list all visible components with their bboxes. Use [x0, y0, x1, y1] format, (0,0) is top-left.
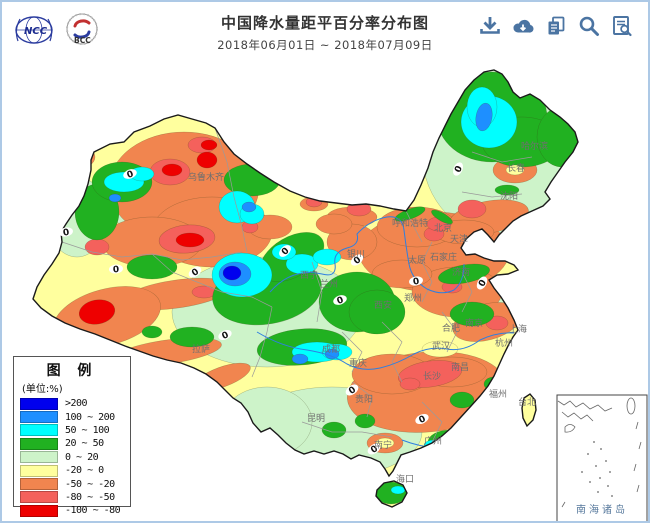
legend-row: 0 ~ 20: [20, 451, 130, 464]
legend-row: -100 ~ -80: [20, 504, 130, 517]
legend-swatch: [20, 397, 58, 410]
city-label: 合肥: [442, 322, 460, 334]
city-label: 济南: [452, 266, 470, 278]
legend-swatch: [20, 504, 58, 517]
cloud-download-icon[interactable]: [511, 14, 535, 38]
city-label: 上海: [509, 323, 527, 335]
legend-row: -20 ~ 0: [20, 464, 130, 477]
city-label: 成都: [322, 343, 340, 355]
city-label: 郑州: [404, 292, 422, 304]
city-label: 沈阳: [500, 190, 518, 202]
city-label: 石家庄: [430, 251, 457, 263]
svg-text:0: 0: [453, 165, 465, 175]
contour-zero-labels: 0 0 0 0 0 0 0 0 0 0 0 0 0 0: [59, 162, 489, 456]
city-label: 呼和浩特: [392, 217, 428, 229]
legend-row: -50 ~ -20: [20, 477, 130, 491]
svg-text:0: 0: [418, 414, 428, 426]
svg-text:0: 0: [190, 267, 201, 279]
city-label: 南京: [465, 317, 483, 329]
city-label: 台北: [518, 396, 536, 408]
svg-text:0: 0: [347, 385, 358, 397]
city-labels: 乌鲁木齐 哈尔滨 长春 沈阳 呼和浩特 北京 天津 石家庄 太原 济南 银川 西…: [188, 140, 548, 485]
svg-text:0: 0: [412, 277, 420, 288]
city-label: 银川: [347, 248, 365, 260]
legend-swatch: [20, 478, 58, 491]
legend-title: 图 例: [46, 363, 98, 379]
south-china-sea-inset: 南海诸岛: [556, 394, 648, 521]
legend-swatch: [20, 464, 58, 477]
legend-row: >200: [20, 397, 130, 410]
legend: 图 例 (单位:%) >200 100 ~ 200 50 ~ 100 20 ~ …: [13, 356, 131, 517]
page-title: 中国降水量距平百分率分布图: [220, 14, 429, 32]
logo-group: NCC BCC: [12, 9, 102, 51]
ncc-logo-text: NCC: [24, 26, 48, 37]
city-label: 西安: [374, 299, 392, 311]
city-label: 北京: [434, 222, 452, 234]
legend-row: 20 ~ 50: [20, 437, 130, 450]
city-label: 天津: [450, 234, 468, 245]
city-label: 太原: [408, 254, 426, 266]
legend-swatch: [20, 451, 58, 464]
date-range: 2018年06月01日 ~ 2018年07月09日: [217, 38, 433, 52]
legend-unit: (单位:%): [22, 384, 63, 395]
city-label: 长沙: [423, 370, 441, 382]
city-label: 长春: [507, 162, 525, 174]
legend-swatch: [20, 411, 58, 424]
city-label: 兰州: [320, 278, 338, 290]
city-label: 广州: [424, 435, 442, 447]
svg-text:0: 0: [352, 255, 363, 267]
city-label: 南昌: [451, 361, 469, 373]
ncc-logo: NCC: [15, 16, 53, 44]
inset-islands: [581, 441, 613, 497]
svg-text:0: 0: [113, 265, 120, 276]
document-preview-icon[interactable]: [610, 14, 634, 38]
city-label: 南宁: [374, 439, 392, 451]
svg-text:0: 0: [280, 246, 292, 258]
bcc-logo-text: BCC: [74, 36, 91, 45]
city-label: 拉萨: [192, 343, 210, 355]
province-boundaries: [61, 127, 533, 443]
contour-zero: 0: [126, 169, 135, 181]
zoom-icon[interactable]: [577, 14, 601, 38]
svg-text:0: 0: [221, 330, 231, 342]
copy-icon[interactable]: [544, 14, 568, 38]
legend-row: 50 ~ 100: [20, 424, 130, 437]
svg-text:0: 0: [336, 295, 345, 307]
legend-row: -80 ~ -50: [20, 491, 130, 504]
header: NCC BCC 中国降水量距平百分率分布图 2018年06月01日 ~ 2018…: [2, 2, 648, 60]
city-label: 福州: [489, 388, 507, 400]
city-label: 杭州: [495, 337, 513, 349]
legend-swatch: [20, 437, 58, 450]
city-label: 昆明: [307, 413, 325, 424]
svg-text:0: 0: [477, 278, 489, 288]
city-label: 贵阳: [355, 393, 373, 405]
svg-text:0: 0: [62, 228, 70, 239]
city-label: 重庆: [349, 357, 367, 369]
city-label: 乌鲁木齐: [188, 171, 224, 183]
city-label: 武汉: [432, 340, 450, 352]
toolbar: [478, 14, 634, 38]
city-label: 西宁: [300, 269, 318, 281]
legend-swatch: [20, 491, 58, 504]
city-label: 哈尔滨: [521, 140, 548, 152]
inset-label: 南海诸岛: [576, 503, 628, 516]
title-block: 中国降水量距平百分率分布图 2018年06月01日 ~ 2018年07月09日: [2, 12, 648, 53]
bcc-logo: BCC: [66, 13, 98, 45]
legend-row: 100 ~ 200: [20, 410, 130, 424]
svg-text:0: 0: [369, 444, 380, 456]
download-icon[interactable]: [478, 14, 502, 38]
legend-swatch: [20, 424, 58, 437]
city-label: 海口: [396, 473, 414, 485]
